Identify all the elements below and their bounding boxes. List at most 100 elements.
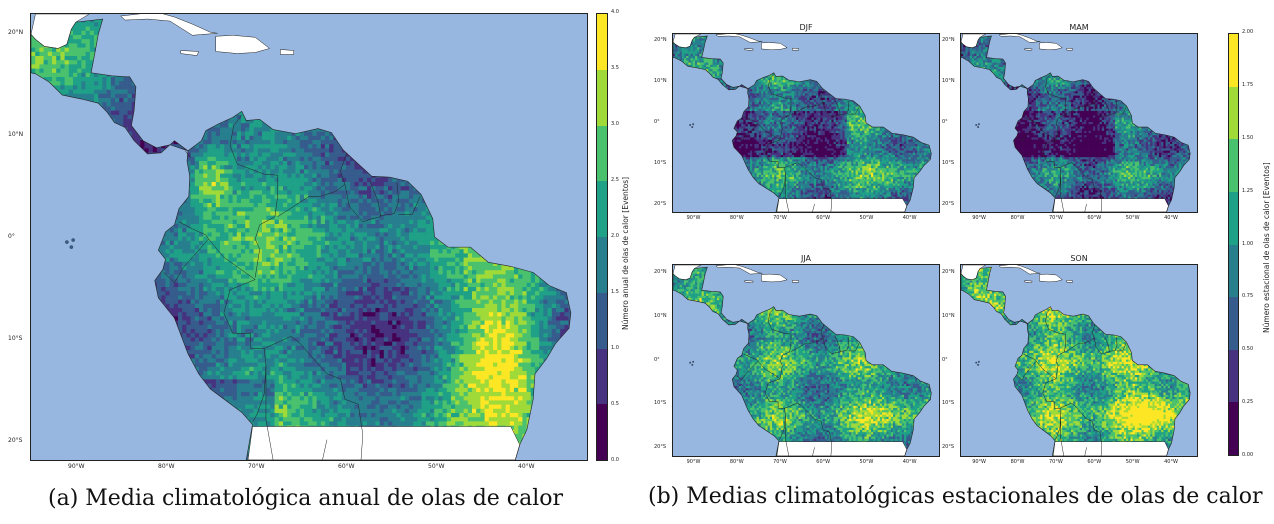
colorbar-tick-label: 1.50 (1242, 135, 1253, 141)
season-title-son: SON (960, 254, 1198, 263)
lat-tick-label: 10°N (8, 132, 23, 138)
lon-tick-label: 60°W (816, 460, 830, 465)
colorbar-bin (1229, 34, 1238, 87)
lon-tick-label: 40°W (518, 464, 535, 470)
colorbar-tick-label: 0.25 (1242, 400, 1253, 405)
lon-tick-label: 80°W (730, 216, 744, 221)
colorbar-tick-label: 2.5 (611, 178, 619, 183)
annual-colorbar-label: Número anual de olas de calor [Eventos] (621, 177, 630, 330)
season-title-djf: DJF (672, 23, 940, 32)
colorbar-bin (597, 181, 607, 237)
seasonal-colorbar-label: Número estacional de olas de calor [Even… (1262, 162, 1271, 333)
lat-tick-label: 0° (942, 120, 948, 125)
colorbar-bin (1229, 349, 1238, 403)
colorbar-tick-label: 0.5 (611, 402, 619, 407)
colorbar-bin (597, 125, 607, 182)
lat-tick-label: 20°S (654, 201, 666, 207)
lon-tick-label: 60°W (1087, 216, 1101, 221)
lat-tick-label: 10°S (654, 401, 666, 406)
colorbar-bin (597, 14, 607, 70)
colorbar-tick-label: 0.75 (1242, 294, 1253, 299)
lat-tick-label: 20°N (942, 269, 955, 275)
colorbar-tick-label: 0.50 (1242, 347, 1253, 352)
lon-tick-label: 90°W (972, 460, 986, 465)
lat-tick-label: 0° (942, 357, 948, 363)
lon-tick-label: 50°W (860, 216, 874, 221)
seasonal-map-jja (672, 264, 940, 457)
lon-tick-label: 70°W (1049, 216, 1063, 221)
seasonal-map-mam (960, 33, 1198, 213)
colorbar-bin (597, 348, 607, 405)
lon-tick-label: 50°W (1126, 460, 1140, 465)
colorbar-tick-label: 2.0 (611, 234, 619, 239)
colorbar-tick-label: 3.5 (611, 66, 619, 71)
lat-tick-label: 0° (654, 357, 660, 363)
lat-tick-label: 20°S (942, 445, 954, 450)
seasonal-colorbar (1228, 33, 1239, 456)
season-title-mam: MAM (960, 23, 1198, 32)
colorbar-bin (1229, 139, 1238, 192)
lon-tick-label: 90°W (687, 216, 701, 221)
lon-tick-label: 60°W (816, 216, 830, 221)
caption-a: (a) Media climatológica anual de olas de… (48, 486, 563, 511)
colorbar-bin (597, 404, 607, 460)
lon-tick-label: 70°W (773, 216, 787, 221)
lon-tick-label: 40°W (1164, 216, 1178, 221)
colorbar-bin (1229, 191, 1238, 245)
lon-tick-label: 50°W (1126, 216, 1140, 221)
colorbar-tick-label: 1.75 (1242, 82, 1253, 88)
lat-tick-label: 10°S (654, 160, 666, 166)
lon-tick-label: 60°W (338, 464, 355, 470)
lat-tick-label: 20°S (654, 445, 666, 450)
colorbar-bin (1229, 86, 1238, 140)
colorbar-bin (1229, 244, 1238, 298)
lat-tick-label: 10°N (942, 313, 955, 319)
lon-tick-label: 90°W (972, 216, 986, 221)
lon-tick-label: 40°W (903, 460, 917, 465)
colorbar-tick-label: 3.0 (611, 122, 619, 127)
lat-tick-label: 10°S (942, 160, 954, 166)
colorbar-tick-label: 2.00 (1242, 30, 1253, 35)
colorbar-bin (1229, 402, 1238, 455)
colorbar-tick-label: 0.0 (611, 458, 619, 463)
lon-tick-label: 70°W (248, 464, 265, 470)
annual-heatwave-map (30, 13, 588, 461)
lat-tick-label: 10°N (654, 79, 667, 84)
lon-tick-label: 50°W (860, 460, 874, 465)
lat-tick-label: 20°S (8, 437, 22, 444)
lat-tick-label: 10°N (942, 79, 955, 84)
annual-colorbar (596, 13, 608, 461)
lon-tick-label: 70°W (1049, 460, 1063, 465)
seasonal-map-son (960, 264, 1198, 457)
seasonal-map-djf (672, 33, 940, 213)
colorbar-tick-label: 1.5 (611, 290, 619, 295)
lon-tick-label: 90°W (687, 460, 701, 465)
lon-tick-label: 70°W (773, 460, 787, 465)
lon-tick-label: 80°W (1011, 216, 1025, 221)
colorbar-tick-label: 1.0 (611, 346, 619, 351)
lat-tick-label: 10°N (654, 313, 667, 319)
colorbar-tick-label: 0.00 (1242, 453, 1253, 458)
colorbar-bin (1229, 297, 1238, 350)
season-title-jja: JJA (672, 254, 940, 263)
colorbar-bin (597, 69, 607, 126)
colorbar-bin (597, 292, 607, 349)
colorbar-bin (597, 237, 607, 293)
lat-tick-label: 0° (8, 234, 15, 240)
lon-tick-label: 80°W (158, 464, 175, 470)
lon-tick-label: 50°W (428, 464, 445, 470)
caption-b: (b) Medias climatológicas estacionales d… (648, 484, 1263, 509)
lat-tick-label: 20°N (8, 30, 23, 36)
lat-tick-label: 10°S (8, 335, 22, 342)
lon-tick-label: 40°W (903, 216, 917, 221)
colorbar-tick-label: 1.00 (1242, 241, 1253, 247)
lat-tick-label: 20°N (654, 269, 667, 275)
lon-tick-label: 40°W (1164, 460, 1178, 465)
lon-tick-label: 60°W (1087, 460, 1101, 465)
colorbar-tick-label: 4.0 (611, 10, 619, 15)
lon-tick-label: 80°W (1011, 460, 1025, 465)
lat-tick-label: 0° (654, 120, 660, 125)
lat-tick-label: 20°N (942, 38, 955, 43)
lat-tick-label: 20°S (942, 201, 954, 207)
lon-tick-label: 90°W (68, 464, 85, 470)
